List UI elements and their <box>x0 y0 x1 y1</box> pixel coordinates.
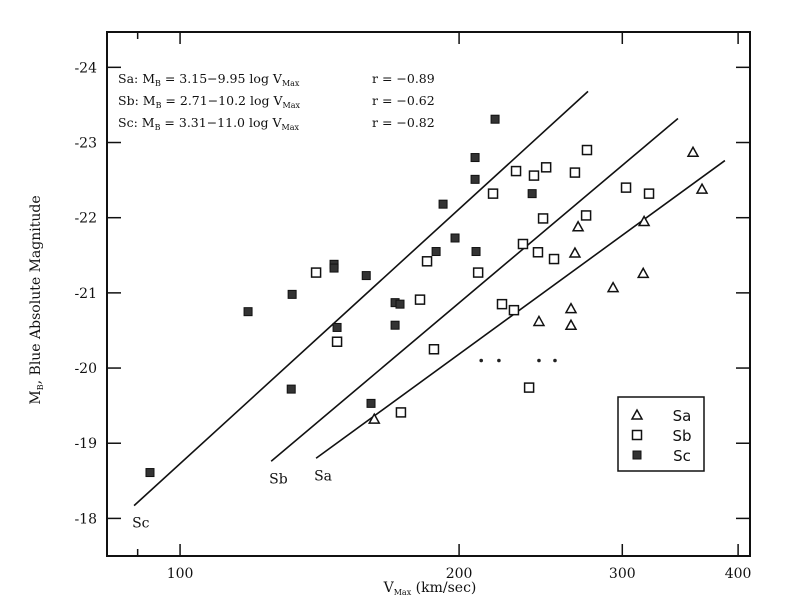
point-sb <box>537 213 549 224</box>
point-sb <box>472 267 484 278</box>
point-sa <box>686 145 700 158</box>
point-sa <box>637 214 651 227</box>
fit-lines: Sa Sb Sc <box>132 90 726 532</box>
legend-marker-sb <box>631 429 643 441</box>
y-tick-label: -22 <box>74 211 97 227</box>
point-sa <box>606 281 620 293</box>
fit-line-sc <box>133 90 589 507</box>
legend-marker-sc <box>632 450 642 460</box>
point-sc <box>287 289 297 299</box>
correlation-coefficient: r = −0.62 <box>372 93 435 108</box>
fit-equation: Sc: MB = 3.31−11.0 log VMax <box>118 115 299 132</box>
point-sb <box>487 188 499 199</box>
point-sb <box>395 407 407 418</box>
point-sc <box>431 247 441 257</box>
legend: Sa Sb Sc <box>617 396 705 472</box>
legend-label: Sa <box>673 407 692 425</box>
axes: 100 200 300 400 -24 -23 -22 -21 -20 -19 -18 <box>74 32 751 582</box>
point-sa <box>564 302 578 314</box>
point-sb <box>428 344 440 355</box>
point-sb <box>310 267 322 278</box>
point-sc <box>332 322 342 332</box>
point-sa <box>636 266 650 279</box>
point-sc <box>471 247 481 257</box>
y-tick-label: -18 <box>74 511 97 527</box>
point-sb <box>331 336 343 347</box>
y-axis-label: MB, Blue Absolute Magnitude <box>28 195 45 404</box>
point-sb <box>540 162 552 173</box>
point-sb <box>517 238 529 250</box>
fit-equation: Sb: MB = 2.71−10.2 log VMax <box>118 93 300 110</box>
point-sa <box>532 314 546 327</box>
point-sb <box>421 256 433 267</box>
point-unlabeled <box>479 358 484 363</box>
point-sb <box>548 253 560 265</box>
point-sc <box>490 114 500 124</box>
fit-line-label: Sc <box>132 516 150 532</box>
point-sb <box>523 382 535 393</box>
fit-line-sb <box>270 117 679 462</box>
point-sc <box>329 263 339 273</box>
point-unlabeled <box>537 358 541 363</box>
fit-line-label: Sb <box>269 471 288 487</box>
x-axis-label: VMax (km/sec) <box>383 580 477 597</box>
legend-label: Sb <box>672 427 691 445</box>
point-unlabeled <box>553 358 557 363</box>
point-unlabeled <box>497 358 501 363</box>
y-tick-label: -21 <box>74 286 97 302</box>
point-sc <box>286 384 296 394</box>
point-sc <box>527 189 537 199</box>
y-tick-label: -19 <box>74 436 97 452</box>
point-sb <box>581 144 593 156</box>
point-sb <box>414 294 426 305</box>
point-sc <box>470 153 480 163</box>
point-sc <box>470 174 480 184</box>
point-sc <box>366 398 376 408</box>
point-sb <box>620 182 632 193</box>
point-sb <box>643 188 655 199</box>
point-sc <box>145 468 155 478</box>
point-sa <box>695 182 709 194</box>
fit-line-sa <box>315 159 726 459</box>
data-points <box>145 114 709 478</box>
point-sb <box>496 298 508 310</box>
point-sb <box>532 247 544 258</box>
point-sa <box>367 412 381 424</box>
fit-equations: Sa: MB = 3.15−9.95 log VMax r = −0.89 Sb: … <box>118 71 435 132</box>
point-sc <box>395 299 405 309</box>
y-tick-label: -20 <box>74 361 97 377</box>
point-sc <box>361 271 371 281</box>
point-sb <box>528 170 540 181</box>
correlation-coefficient: r = −0.82 <box>372 115 435 130</box>
point-sc <box>243 307 253 317</box>
x-tick-label: 100 <box>167 566 194 582</box>
point-sc <box>450 233 460 243</box>
x-tick-label: 200 <box>446 566 473 582</box>
plot-frame <box>106 31 751 557</box>
point-sb <box>510 165 522 177</box>
point-sa <box>571 220 585 232</box>
point-sc <box>438 199 448 209</box>
point-sc <box>390 320 400 330</box>
fit-equation: Sa: MB = 3.15−9.95 log VMax <box>118 71 300 88</box>
legend-marker-sa <box>630 408 644 420</box>
y-tick-label: -24 <box>74 60 97 76</box>
x-tick-label: 400 <box>725 566 752 582</box>
point-sb <box>508 304 520 316</box>
y-tick-label: -23 <box>74 136 97 152</box>
fit-line-label: Sa <box>314 468 332 484</box>
point-sa <box>568 246 582 258</box>
x-tick-label: 300 <box>609 566 636 582</box>
correlation-coefficient: r = −0.89 <box>372 71 435 86</box>
legend-label: Sc <box>673 447 691 465</box>
point-sb <box>580 210 592 221</box>
point-sb <box>569 167 581 178</box>
point-sa <box>564 318 578 330</box>
